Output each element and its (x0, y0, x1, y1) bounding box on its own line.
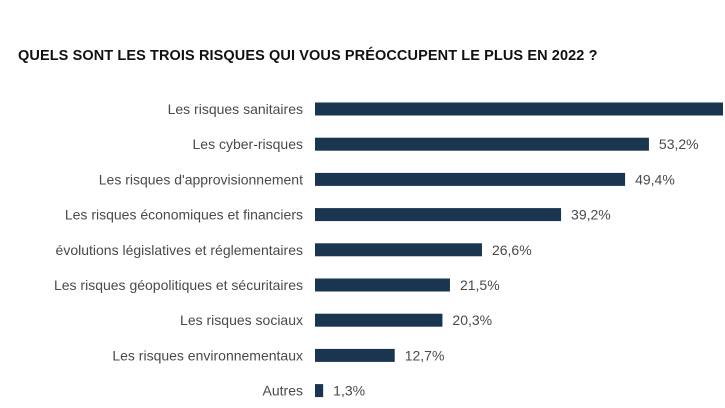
value-label: 1,3% (333, 383, 365, 399)
value-label: 12,7% (405, 347, 445, 363)
category-label: Les risques environnementaux (112, 347, 303, 363)
category-label: Les risques économiques et financiers (65, 207, 303, 223)
bar (315, 313, 443, 327)
bar (315, 137, 649, 151)
category-label: évolutions législatives et réglementaire… (56, 242, 303, 258)
category-label: Autres (263, 383, 303, 399)
category-label: Les cyber-risques (193, 136, 304, 152)
category-label: Les risques géopolitiques et sécuritaire… (54, 277, 303, 293)
bar (315, 172, 626, 186)
value-label: 21,5% (460, 277, 500, 293)
bar (315, 384, 324, 398)
chart-title: QUELS SONT LES TROIS RISQUES QUI VOUS PR… (18, 48, 598, 64)
bar (315, 208, 562, 222)
bar (315, 348, 395, 362)
value-label: 49,4% (635, 171, 675, 187)
bar (315, 278, 450, 292)
bar (315, 243, 482, 257)
category-label: Les risques d'approvisionnement (99, 171, 303, 187)
value-label: 26,6% (492, 242, 532, 258)
value-label: 20,3% (452, 312, 492, 328)
value-label: 39,2% (571, 207, 611, 223)
category-label: Les risques sanitaires (168, 101, 303, 117)
category-label: Les risques sociaux (180, 312, 303, 328)
bar (315, 102, 723, 116)
value-label: 53,2% (659, 136, 699, 152)
